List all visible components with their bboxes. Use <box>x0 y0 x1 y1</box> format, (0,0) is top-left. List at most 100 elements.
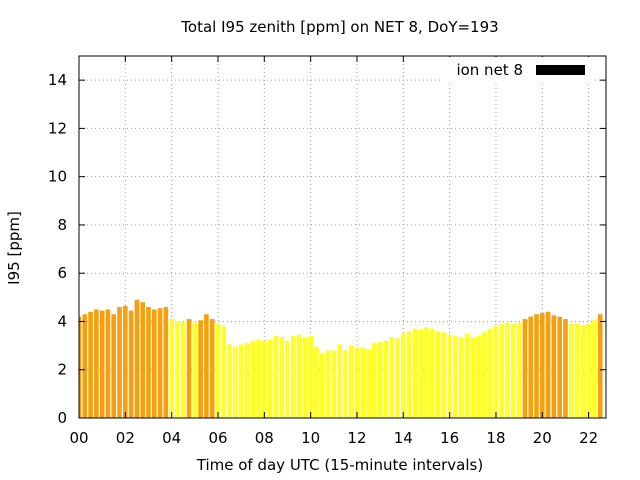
bar <box>238 344 244 418</box>
bar <box>499 323 505 418</box>
y-tick-label: 4 <box>57 312 67 330</box>
bar <box>146 306 151 418</box>
bar <box>476 335 481 418</box>
bar <box>279 337 285 418</box>
bar <box>227 344 232 418</box>
bar <box>557 316 562 418</box>
bar <box>464 333 470 418</box>
y-tick-label: 6 <box>57 264 67 282</box>
bar <box>545 311 551 418</box>
bar <box>302 337 308 418</box>
bar <box>337 344 342 418</box>
plot-frame <box>78 55 607 419</box>
bar <box>308 335 313 418</box>
bar <box>175 321 180 418</box>
bar <box>331 350 337 418</box>
bar <box>285 340 290 418</box>
bar <box>314 346 319 418</box>
bar <box>563 319 568 418</box>
bar <box>169 319 174 418</box>
x-axis-label: Time of day UTC (15-minute intervals) <box>196 456 483 474</box>
bar <box>389 337 395 418</box>
x-tick-label: 04 <box>162 429 181 447</box>
x-tick-label: 06 <box>208 429 227 447</box>
bar <box>551 315 557 418</box>
x-tick-label: 08 <box>255 429 274 447</box>
x-tick-label: 00 <box>69 429 88 447</box>
y-tick-label: 12 <box>48 119 67 137</box>
bar <box>482 332 487 418</box>
bar <box>435 331 441 418</box>
bar <box>79 316 82 418</box>
y-tick-label: 2 <box>57 361 67 379</box>
y-tick-label: 10 <box>48 168 67 186</box>
bar <box>470 337 476 418</box>
bar <box>105 309 111 418</box>
bar <box>151 309 157 418</box>
bar <box>204 314 209 418</box>
y-tick-label: 8 <box>57 216 67 234</box>
bar <box>180 321 186 418</box>
bar <box>134 299 140 418</box>
bar <box>539 313 545 418</box>
bar <box>157 308 163 418</box>
bar <box>597 314 603 418</box>
bar <box>505 322 510 418</box>
bars <box>79 299 603 418</box>
bar <box>192 322 198 418</box>
chart-title: Total I95 zenith [ppm] on NET 8, DoY=193 <box>180 18 498 36</box>
bar <box>574 323 580 418</box>
bar <box>412 328 418 418</box>
bar <box>233 346 238 418</box>
bar <box>441 332 447 418</box>
bar <box>256 339 261 418</box>
y-tick-label: 14 <box>48 71 67 89</box>
bar <box>82 314 88 418</box>
bar <box>493 326 499 418</box>
bar <box>354 348 360 418</box>
bar <box>244 343 250 418</box>
bar <box>215 323 221 418</box>
bar <box>360 348 366 418</box>
x-tick-label: 10 <box>301 429 320 447</box>
bar <box>395 338 400 418</box>
y-axis-label: I95 [ppm] <box>5 211 23 285</box>
bar <box>534 314 539 418</box>
bar <box>343 350 348 418</box>
bar <box>453 335 458 418</box>
bar <box>516 322 522 418</box>
bar <box>140 302 146 418</box>
bar <box>424 327 429 418</box>
bar <box>128 310 134 418</box>
bar <box>377 341 383 418</box>
bar <box>348 345 354 418</box>
bar <box>267 339 273 418</box>
legend-swatch <box>536 65 585 75</box>
bar <box>250 340 256 418</box>
x-tick-label: 18 <box>486 429 505 447</box>
x-tick-label: 22 <box>579 429 598 447</box>
x-tick-label: 02 <box>116 429 135 447</box>
bar <box>511 323 516 418</box>
bar <box>406 331 412 418</box>
bar <box>88 311 93 418</box>
bar <box>186 319 192 418</box>
x-tick-label: 20 <box>533 429 552 447</box>
bar <box>94 309 99 418</box>
bar <box>592 320 597 418</box>
bar <box>273 335 279 418</box>
bar <box>123 305 128 418</box>
bar <box>458 337 464 418</box>
bar <box>221 326 227 418</box>
bar <box>580 325 586 418</box>
bar <box>99 310 105 418</box>
bar <box>262 340 267 418</box>
bar <box>117 306 122 418</box>
x-tick-label: 16 <box>440 429 459 447</box>
bar <box>198 320 203 418</box>
bar <box>522 319 528 418</box>
bar <box>319 352 325 418</box>
x-tick-label: 14 <box>394 429 413 447</box>
